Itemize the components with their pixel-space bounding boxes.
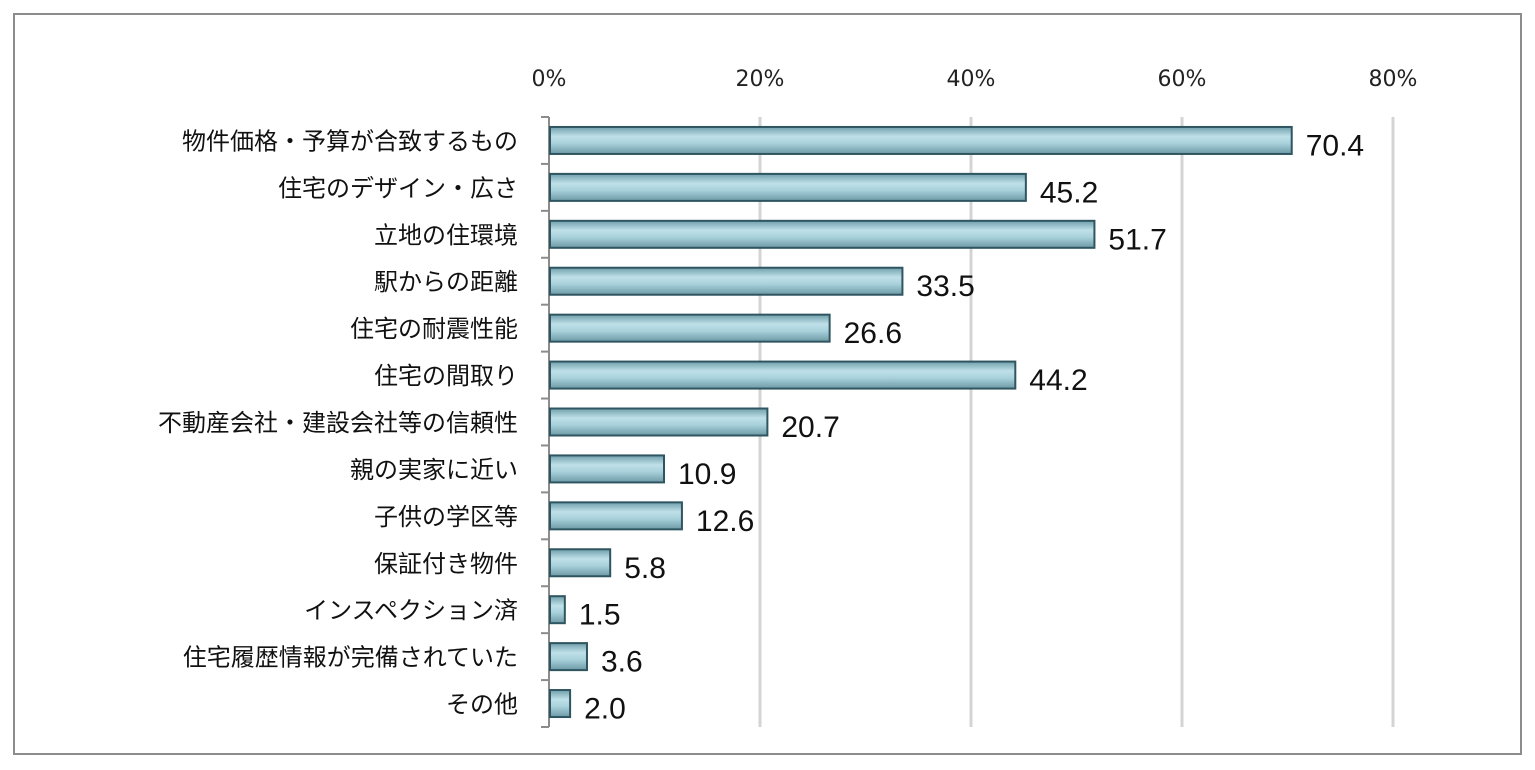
data-label: 3.6 (601, 646, 643, 679)
category-label: 不動産会社・建設会社等の信頼性 (158, 409, 518, 437)
category-label: 立地の住環境 (374, 221, 518, 249)
category-label: 保証付き物件 (374, 550, 518, 578)
category-label: その他 (446, 691, 518, 719)
data-label: 45.2 (1040, 176, 1098, 209)
bar (549, 548, 612, 578)
bar (549, 125, 1293, 155)
category-label: 住宅履歴情報が完備されていた (183, 644, 518, 672)
x-tick-labels: 0% 20% 40% 60% 80% (532, 67, 1418, 92)
bar (549, 407, 769, 437)
bar (549, 642, 588, 672)
category-label: 住宅のデザイン・広さ (278, 174, 518, 202)
category-label: 子供の学区等 (374, 503, 518, 531)
data-label: 70.4 (1306, 129, 1364, 162)
data-label: 26.6 (844, 317, 902, 350)
data-label: 2.0 (584, 693, 626, 726)
bar (549, 313, 831, 343)
data-label: 5.8 (624, 552, 666, 585)
data-label: 10.9 (678, 458, 736, 491)
bar (549, 454, 665, 484)
y-axis (541, 116, 550, 728)
data-label: 33.5 (916, 270, 974, 303)
category-labels: 物件価格・予算が合致するもの住宅のデザイン・広さ立地の住環境駅からの距離住宅の耐… (158, 127, 518, 718)
category-label: 住宅の耐震性能 (350, 315, 518, 343)
category-label: 物件価格・予算が合致するもの (182, 127, 518, 155)
x-tick-label: 80% (1369, 67, 1418, 92)
value-labels: 70.4 45.2 51.7 33.5 26.6 44.2 20.7 10.9 12.6 5.81… (579, 129, 1364, 725)
bar (549, 219, 1096, 249)
bar (549, 501, 683, 531)
data-label: 44.2 (1029, 364, 1087, 397)
data-label: 51.7 (1108, 223, 1166, 256)
bar (549, 595, 566, 625)
category-label: 親の実家に近い (350, 456, 518, 484)
bar (549, 172, 1027, 202)
x-tick-label: 60% (1158, 67, 1207, 92)
data-label: 1.5 (579, 599, 621, 632)
x-tick-label: 0% (532, 67, 567, 92)
bar (549, 360, 1017, 390)
data-label: 20.7 (781, 411, 839, 444)
bar (549, 266, 904, 296)
category-label: インスペクション済 (304, 597, 518, 625)
data-label: 12.6 (696, 505, 754, 538)
category-label: 住宅の間取り (374, 362, 518, 390)
category-label: 駅からの距離 (374, 268, 518, 296)
bar (549, 689, 572, 719)
x-tick-label: 20% (736, 67, 785, 92)
bars (549, 125, 1293, 719)
x-tick-label: 40% (947, 67, 996, 92)
